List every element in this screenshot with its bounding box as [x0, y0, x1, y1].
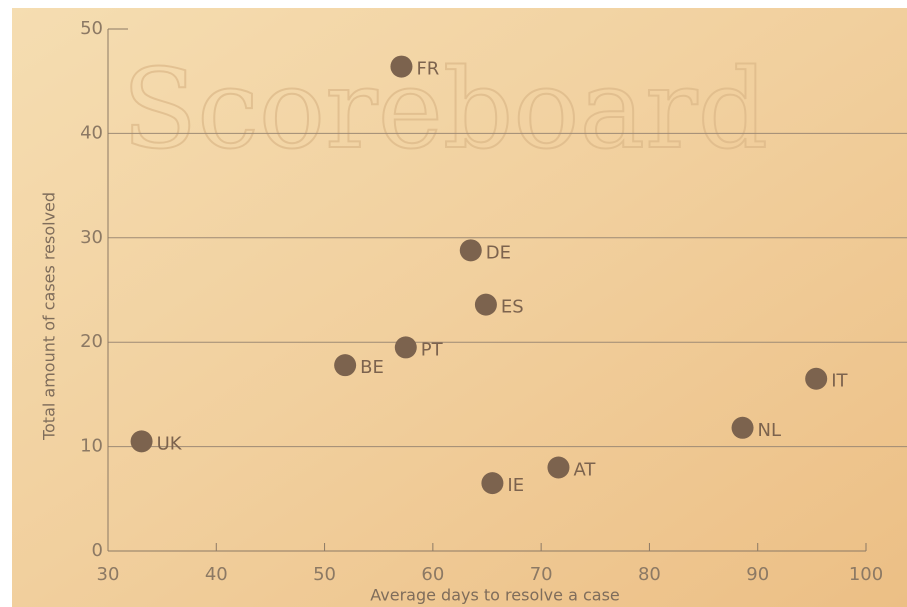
point: [805, 367, 828, 390]
y-tick-label: 50: [80, 18, 103, 39]
point: [481, 472, 504, 495]
y-tick-label: 10: [80, 436, 103, 457]
point: [547, 456, 570, 479]
point: [390, 55, 413, 78]
x-tick-label: 70: [530, 564, 553, 585]
point-label: BE: [360, 357, 384, 378]
point-label: IE: [507, 475, 524, 496]
point-label: FR: [416, 59, 439, 80]
point-label: PT: [421, 339, 444, 360]
y-tick-label: 20: [80, 331, 103, 352]
x-tick-label: 30: [97, 564, 120, 585]
x-tick-label: 50: [313, 564, 336, 585]
point-label: AT: [573, 459, 596, 480]
y-axis-title: Total amount of cases resolved: [40, 192, 59, 441]
x-tick-label: 60: [421, 564, 444, 585]
y-tick-label: 30: [80, 227, 103, 248]
watermark: Scoreboard: [122, 45, 768, 173]
point-label: ES: [501, 297, 524, 318]
point: [459, 239, 482, 262]
x-tick-label: 40: [205, 564, 228, 585]
panel: [12, 8, 907, 607]
y-tick-label: 0: [92, 540, 103, 561]
x-tick-label: 90: [746, 564, 769, 585]
point: [474, 293, 497, 316]
point: [394, 336, 417, 359]
x-tick-label: 100: [849, 564, 883, 585]
point-label: UK: [157, 433, 183, 454]
point: [731, 416, 754, 439]
x-axis-title: Average days to resolve a case: [370, 586, 620, 605]
point: [334, 354, 357, 377]
point: [130, 430, 153, 453]
y-tick-label: 40: [80, 122, 103, 143]
x-tick-label: 80: [638, 564, 661, 585]
point-label: DE: [486, 242, 511, 263]
point-label: NL: [758, 420, 782, 441]
point-label: IT: [831, 371, 848, 392]
